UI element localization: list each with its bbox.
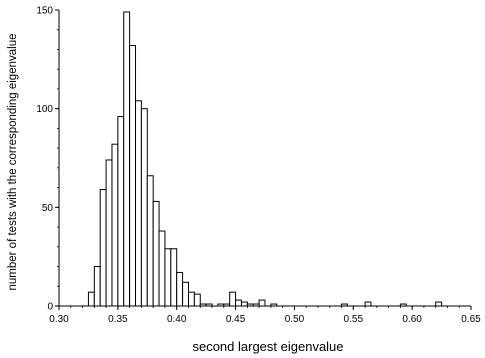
histogram-bar <box>146 175 154 307</box>
histogram-bar <box>176 271 184 307</box>
histogram-bar <box>187 291 195 307</box>
histogram-bar <box>129 45 137 307</box>
x-tick-label: 0.40 <box>167 314 187 325</box>
histogram-bar <box>235 299 242 307</box>
x-tick-label: 0.60 <box>402 314 422 325</box>
histogram-bar <box>111 143 119 307</box>
histogram-bar <box>364 301 372 307</box>
histogram-bar <box>240 301 248 307</box>
x-tick-label: 0.30 <box>49 314 69 325</box>
histogram-bar <box>435 301 443 307</box>
histogram-bar <box>135 100 142 307</box>
y-axis-ticks: 0 50 100 150 <box>36 6 59 313</box>
x-axis-label: second largest eigenvalue <box>192 339 343 354</box>
histogram-bar <box>117 116 125 307</box>
histogram-bar <box>99 189 107 307</box>
histogram-bar <box>158 230 166 307</box>
axes <box>58 10 471 307</box>
x-tick-label: 0.50 <box>285 314 305 325</box>
y-axis-label: number of tests with the corresponding e… <box>7 34 19 291</box>
histogram-bar <box>164 248 172 307</box>
histogram-bar <box>193 293 201 307</box>
y-tick-label: 150 <box>36 6 53 17</box>
y-tick-label: 50 <box>42 203 54 214</box>
x-tick-label: 0.35 <box>108 314 128 325</box>
histogram-bars <box>87 11 443 307</box>
x-tick-label: 0.65 <box>461 314 481 325</box>
histogram-bar <box>105 159 113 307</box>
x-axis-ticks: 0.30 0.35 0.40 0.45 0.50 0.55 0.60 0.65 <box>49 306 481 325</box>
histogram-bar <box>152 200 160 307</box>
histogram-bar <box>258 299 266 307</box>
histogram-bar <box>93 266 101 307</box>
histogram-bar <box>182 281 189 307</box>
histogram-bar <box>170 248 178 307</box>
histogram-bar <box>123 11 131 307</box>
y-tick-label: 100 <box>36 104 53 115</box>
x-tick-label: 0.55 <box>344 314 364 325</box>
x-tick-label: 0.45 <box>226 314 246 325</box>
y-tick-label: 0 <box>47 302 53 313</box>
histogram-bar <box>87 291 95 307</box>
histogram-bar <box>229 291 237 307</box>
histogram-bar <box>140 108 148 307</box>
